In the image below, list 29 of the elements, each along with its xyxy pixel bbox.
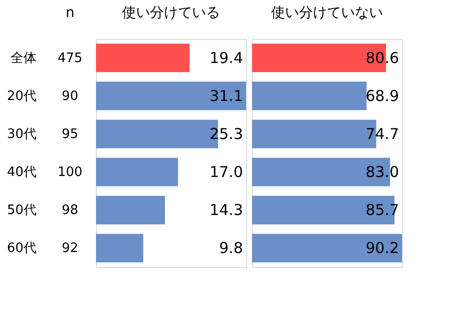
text: n [66,5,74,21]
bar [252,234,402,262]
text: 95 [62,126,78,142]
text: 92 [62,241,78,256]
data-label: 9.8 [219,239,243,258]
data-label: 90.2 [366,239,399,258]
bar [252,82,367,110]
data-label: 68.9 [366,86,399,105]
text: 475 [58,50,82,66]
chart-title: 使い分けていない [271,5,383,21]
data-label: 31.1 [210,86,243,105]
y-tick-label: 50代 [6,203,36,218]
data-label: 19.4 [210,48,243,67]
bar [96,234,144,262]
y-tick-label: 40代 [6,165,36,180]
bar [96,82,246,110]
bar [96,44,190,72]
bar [96,158,178,186]
y-tick-label: 30代 [6,126,36,142]
data-label: 14.3 [210,201,243,220]
bar [96,196,165,224]
text: 90 [62,88,78,104]
y-tick-label: 全体 [10,50,36,66]
y-tick-label: 60代 [6,241,36,256]
text: 98 [62,203,78,218]
text: 100 [58,165,82,180]
y-tick-label: 20代 [6,88,36,104]
data-label: 17.0 [210,163,243,182]
chart-title: 使い分けている [122,5,220,21]
